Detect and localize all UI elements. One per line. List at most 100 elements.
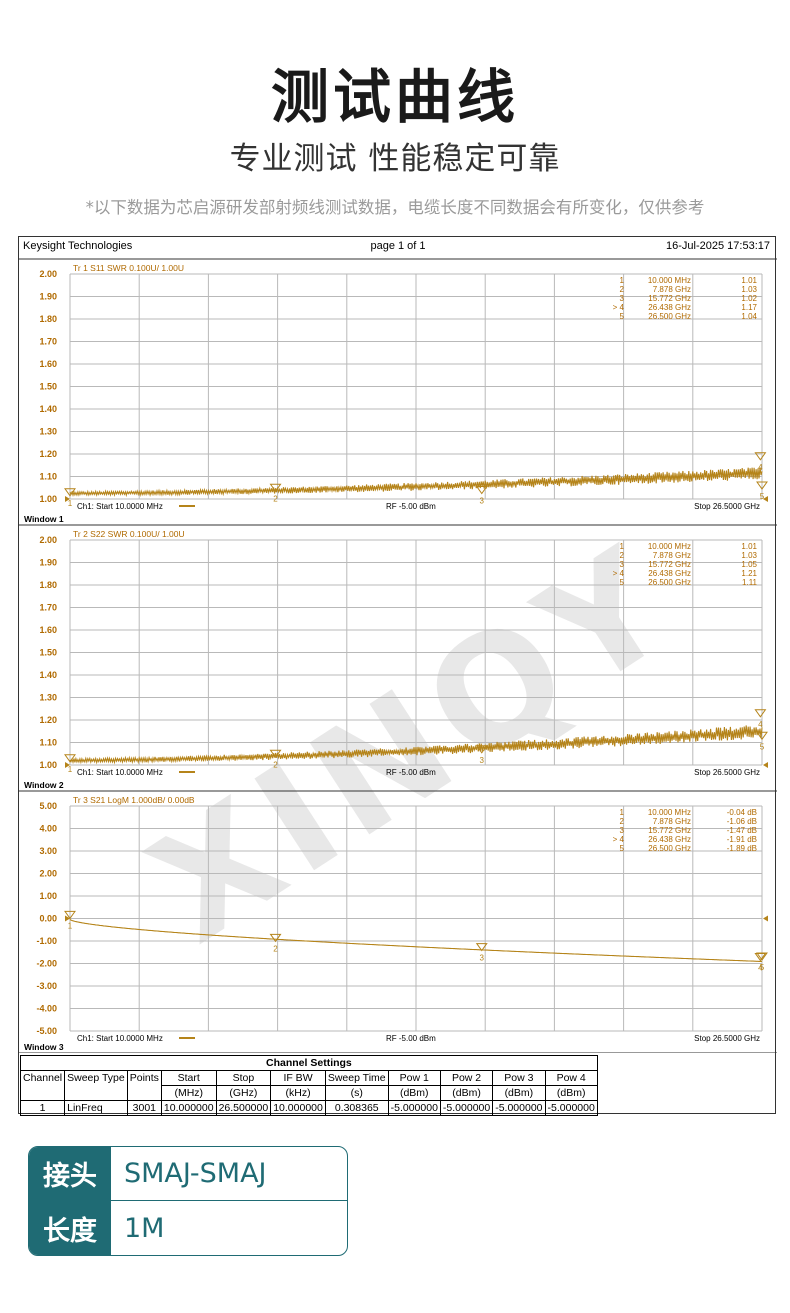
marker-value: -1.89 dB [727,844,757,853]
y-tick-label: 1.30 [39,693,57,703]
marker-number: 3 [480,756,485,765]
marker-value: 1.04 [741,312,757,321]
channel-settings-table: Channel Settings Channel Sweep Type Points… [19,1055,598,1116]
marker-value: 1.05 [741,560,757,569]
marker-triangle [475,943,488,952]
marker-triangle [754,452,767,461]
y-tick-label: 1.80 [39,314,57,324]
y-tick-label: 1.40 [39,404,57,414]
y-tick-label: 1.60 [39,359,57,369]
marker-triangle [475,745,488,754]
marker-frequency: 26.438 GHz [648,303,691,312]
start-frequency-label: Ch1: Start 10.0000 MHz [77,768,163,777]
marker-frequency: 10.000 MHz [648,808,691,817]
start-frequency-label: Ch1: Start 10.0000 MHz [77,502,163,511]
y-tick-label: 1.90 [39,558,57,568]
marker-number: 1 [68,499,73,508]
marker-value: 1.01 [741,542,757,551]
marker-number: 2 [273,944,278,953]
y-tick-label: 0.00 [39,914,57,924]
marker-value: -1.06 dB [727,817,757,826]
column-header: Channel [19,1070,66,1101]
marker-value: 1.17 [741,303,757,312]
marker-number: 1 [68,765,73,774]
channel-settings-title: Channel Settings [20,1055,598,1071]
marker-number: 5 [760,492,765,501]
marker-id: 5 [620,578,625,587]
marker-number: 5 [760,742,765,751]
table-cell: 0.308365 [324,1100,389,1116]
window-label: Window 2 [24,780,64,790]
y-tick-label: 1.00 [39,760,57,770]
marker-id: > 4 [613,569,625,578]
reference-arrow [65,762,70,768]
rf-power-label: RF -5.00 dBm [386,502,436,511]
y-tick-label: -2.00 [36,959,57,969]
table-cell: 26.500000 [215,1100,272,1116]
column-unit: (kHz) [270,1085,326,1101]
marker-id: 5 [620,312,625,321]
rf-power-label: RF -5.00 dBm [386,1034,436,1043]
table-cell: 1 [19,1100,66,1116]
marker-triangle [64,754,76,763]
measurement-plots: XINQY 2.00 1.90 1.80 1.70 1.60 1.50 1.40 1.30 1.2… [19,258,777,1053]
y-tick-label: 5.00 [39,801,57,811]
table-cell: LinFreq [64,1100,128,1116]
marker-id: 1 [620,808,625,817]
measurement-trace [69,918,763,963]
spec-row-length: 长度 1M [29,1201,347,1255]
y-tick-label: 2.00 [39,535,57,545]
marker-value: -1.91 dB [727,835,757,844]
window-label: Window 3 [24,1042,64,1052]
network-analyzer-printout: Keysight Technologies page 1 of 1 16-Jul… [18,236,777,1116]
marker-frequency: 26.500 GHz [648,578,691,587]
column-header: Pow 4 [544,1070,598,1086]
y-tick-label: -1.00 [36,936,57,946]
column-header: Sweep Type [64,1070,128,1101]
y-tick-label: 1.70 [39,337,57,347]
reference-arrow [763,915,768,922]
reference-arrow [65,915,70,922]
stop-frequency-label: Stop 26.5000 GHz [694,768,760,777]
column-header: Start [160,1070,217,1086]
marker-triangle [475,486,488,495]
y-tick-label: -3.00 [36,981,57,991]
marker-triangle [756,952,768,961]
length-key: 长度 [29,1201,111,1255]
marker-number: 2 [273,760,278,769]
table-cell: -5.000000 [387,1100,441,1116]
marker-number: 3 [480,954,485,963]
marker-value: -1.47 dB [727,826,757,835]
marker-number: 5 [760,963,765,972]
marker-frequency: 26.500 GHz [648,844,691,853]
marker-frequency: 7.878 GHz [653,817,691,826]
y-tick-label: 1.10 [39,472,57,482]
y-tick-label: 1.80 [39,580,57,590]
marker-id: > 4 [613,303,625,312]
marker-value: 1.02 [741,294,757,303]
marker-frequency: 10.000 MHz [648,276,691,285]
column-header: Sweep Time [324,1070,389,1086]
y-tick-label: 1.50 [39,382,57,392]
marker-triangle [754,709,767,718]
marker-value: 1.21 [741,569,757,578]
column-unit: (s) [324,1085,389,1101]
y-tick-label: 1.60 [39,625,57,635]
y-tick-label: 2.00 [39,869,57,879]
table-cell: -5.000000 [439,1100,494,1116]
marker-frequency: 15.772 GHz [648,294,691,303]
column-header: Pow 1 [387,1070,441,1086]
marker-id: > 4 [613,835,625,844]
spec-row-connector: 接头 SMAJ-SMAJ [29,1147,347,1201]
marker-value: 1.01 [741,276,757,285]
spec-table: 接头 SMAJ-SMAJ 长度 1M [28,1146,348,1256]
page-subtitle: 专业测试 性能稳定可靠 [229,141,561,177]
marker-triangle [269,749,282,759]
marker-frequency: 26.438 GHz [648,835,691,844]
y-tick-label: 2.00 [39,269,57,279]
column-unit: (GHz) [215,1085,272,1101]
y-tick-label: -4.00 [36,1004,57,1014]
y-tick-label: 3.00 [39,846,57,856]
marker-number: 1 [68,921,73,930]
marker-id: 2 [620,817,625,826]
